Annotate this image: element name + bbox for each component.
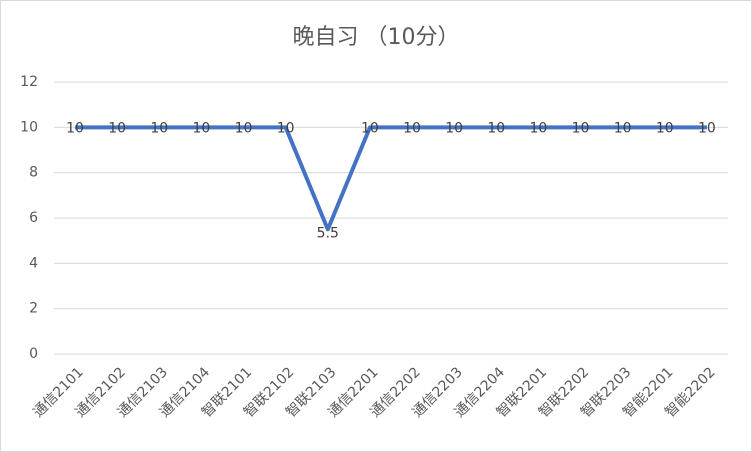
data-label: 10	[614, 120, 632, 136]
data-label: 10	[193, 120, 211, 136]
data-label: 10	[698, 120, 716, 136]
data-label: 10	[530, 120, 548, 136]
y-tick-label: 6	[29, 210, 38, 226]
y-tick-label: 10	[20, 119, 38, 135]
y-tick-label: 12	[20, 74, 38, 90]
data-label: 10	[277, 120, 295, 136]
data-label: 10	[361, 120, 379, 136]
data-label: 10	[108, 120, 126, 136]
y-tick-label: 0	[29, 346, 38, 362]
data-label: 10	[445, 120, 463, 136]
data-label: 10	[572, 120, 590, 136]
data-label: 10	[235, 120, 253, 136]
y-tick-label: 8	[29, 165, 38, 181]
y-tick-label: 4	[29, 255, 38, 271]
data-label: 10	[656, 120, 674, 136]
chart-title: 晚自习 （10分）	[293, 25, 460, 50]
y-tick-label: 2	[29, 301, 38, 317]
data-label: 10	[487, 120, 505, 136]
data-label: 10	[66, 120, 84, 136]
data-label: 5.5	[317, 225, 339, 241]
data-label: 10	[403, 120, 421, 136]
line-series	[75, 125, 707, 232]
data-label: 10	[150, 120, 168, 136]
